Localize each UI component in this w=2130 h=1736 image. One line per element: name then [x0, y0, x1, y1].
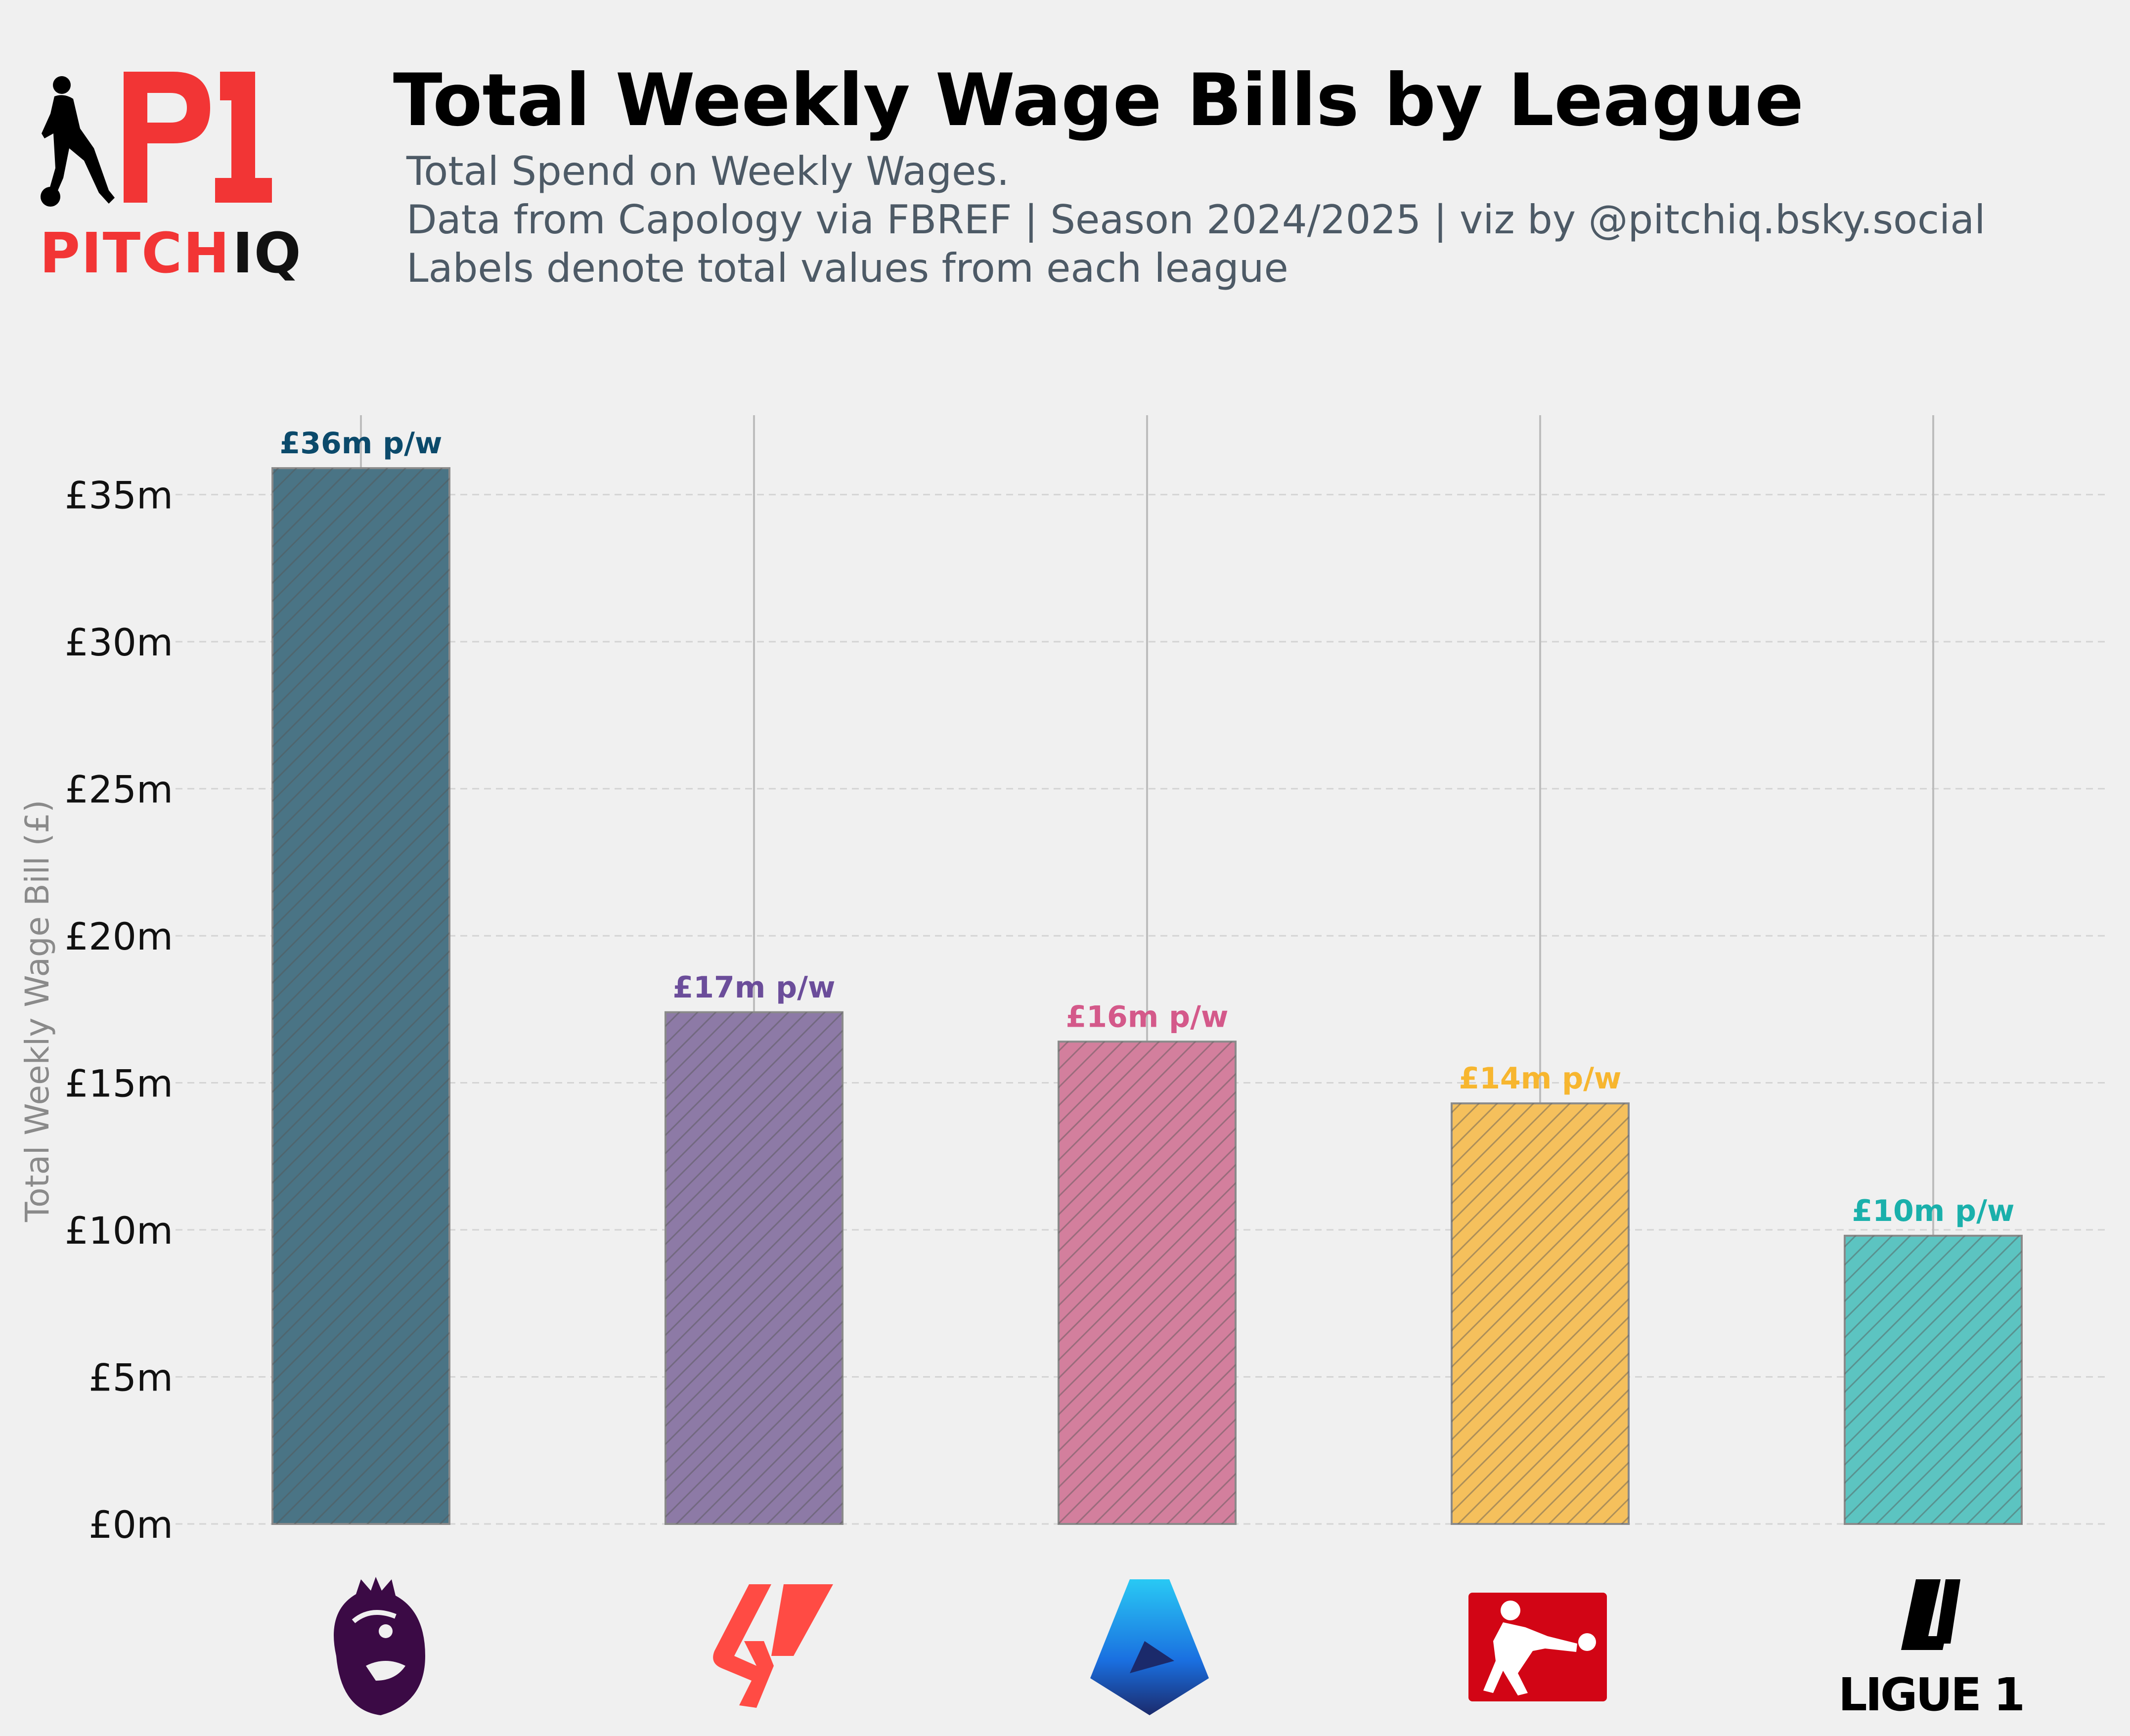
- bundesliga-logo-icon: [1468, 1593, 1607, 1701]
- ligue-1-logo-text: LIGUE 1: [1838, 1668, 2023, 1721]
- bar-value-label: £36m p/w: [280, 426, 443, 461]
- bar-value-label: £14m p/w: [1459, 1061, 1622, 1096]
- premier-league-logo-icon: [334, 1577, 425, 1715]
- y-tick-label: £25m: [65, 768, 173, 812]
- y-tick-label: £0m: [89, 1503, 173, 1547]
- y-axis-label: Total Weekly Wage Bill (£): [18, 800, 56, 1222]
- y-tick-label: £15m: [65, 1062, 173, 1106]
- bar-hatch: [272, 468, 449, 1524]
- y-tick-label: £35m: [65, 474, 173, 518]
- player-silhouette-icon: [41, 76, 115, 207]
- y-tick-label: £5m: [89, 1356, 173, 1400]
- bar-hatch: [1059, 1042, 1236, 1524]
- chart-subtitle-line-3: Labels denote total values from each lea…: [406, 245, 1288, 291]
- bar-value-label: £10m p/w: [1852, 1194, 2015, 1228]
- bar-value-label: £17m p/w: [673, 970, 836, 1005]
- bar-hatch: [1452, 1103, 1629, 1524]
- y-tick-label: £20m: [65, 914, 173, 958]
- serie-a-logo-icon: [1090, 1579, 1209, 1715]
- laliga-logo-icon: [713, 1584, 833, 1708]
- bar-hatch: [666, 1012, 843, 1524]
- brand-name-iq: IQ: [232, 221, 302, 286]
- chart-title: Total Weekly Wage Bills by League: [393, 58, 1804, 142]
- y-tick-label: £30m: [65, 620, 173, 664]
- bar-hatch: [1845, 1235, 2022, 1524]
- brand-name-pitch: PITCH: [40, 221, 231, 286]
- ligue-1-logo-icon: LIGUE 1: [1838, 1579, 2025, 1721]
- chart-subtitle-line-1: Total Spend on Weekly Wages.: [406, 148, 1010, 194]
- bar-value-label: £16m p/w: [1066, 999, 1229, 1034]
- pi-monogram: [124, 72, 272, 203]
- chart-subtitle-line-2: Data from Capology via FBREF | Season 20…: [406, 197, 1986, 243]
- y-tick-label: £10m: [65, 1209, 173, 1253]
